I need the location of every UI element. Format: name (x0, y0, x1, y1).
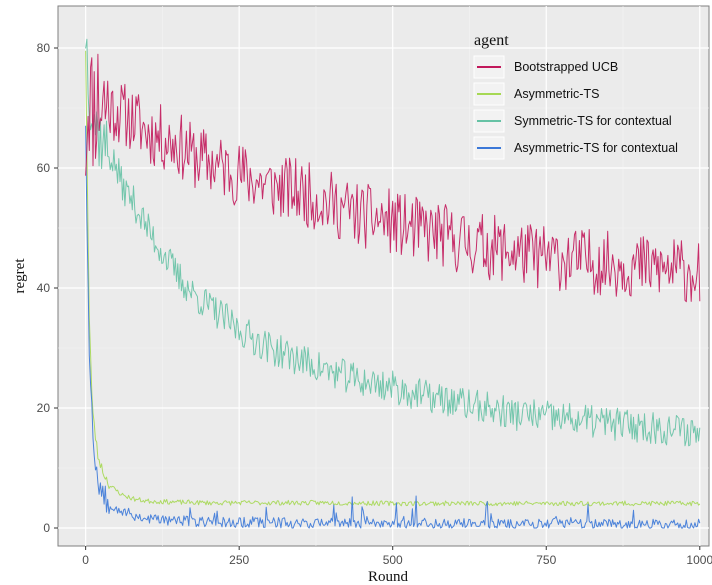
series-line-asymmetric-ts-for-contextual (85, 125, 701, 529)
plot-panel (57, 5, 710, 547)
series-line-asymmetric-ts (85, 50, 701, 507)
legend-label: Symmetric-TS for contextual (514, 114, 672, 128)
x-tick-label: 750 (536, 553, 556, 567)
x-tick-label: 0 (82, 553, 89, 567)
series-line-bootstrapped-ucb (85, 53, 701, 303)
grid-lines (58, 6, 709, 546)
y-tick-label: 80 (37, 41, 51, 55)
y-tick-label: 60 (37, 161, 51, 175)
legend-label: Asymmetric-TS (514, 87, 599, 101)
y-tick-label: 20 (37, 401, 51, 415)
axes: 0 250 500 750 1000 0 20 40 60 80 (37, 41, 712, 567)
y-tick-label: 0 (43, 521, 50, 535)
legend-label: Bootstrapped UCB (514, 60, 618, 74)
legend-title: agent (474, 32, 509, 49)
series-layer (85, 38, 701, 529)
series-line-symmetric-ts-for-contextual (85, 38, 701, 447)
x-tick-label: 1000 (686, 553, 712, 567)
x-tick-label: 250 (229, 553, 249, 567)
legend: agent Bootstrapped UCB Asymmetric-TS Symme… (473, 32, 678, 160)
y-axis-title: regret (12, 258, 28, 294)
x-tick-label: 500 (383, 553, 403, 567)
x-axis-title: Round (368, 569, 409, 585)
legend-label: Asymmetric-TS for contextual (514, 141, 678, 155)
y-tick-label: 40 (37, 281, 51, 295)
